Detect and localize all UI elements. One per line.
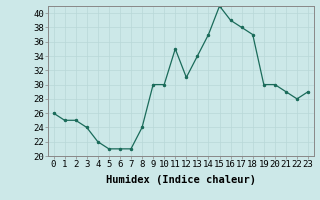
X-axis label: Humidex (Indice chaleur): Humidex (Indice chaleur) xyxy=(106,175,256,185)
